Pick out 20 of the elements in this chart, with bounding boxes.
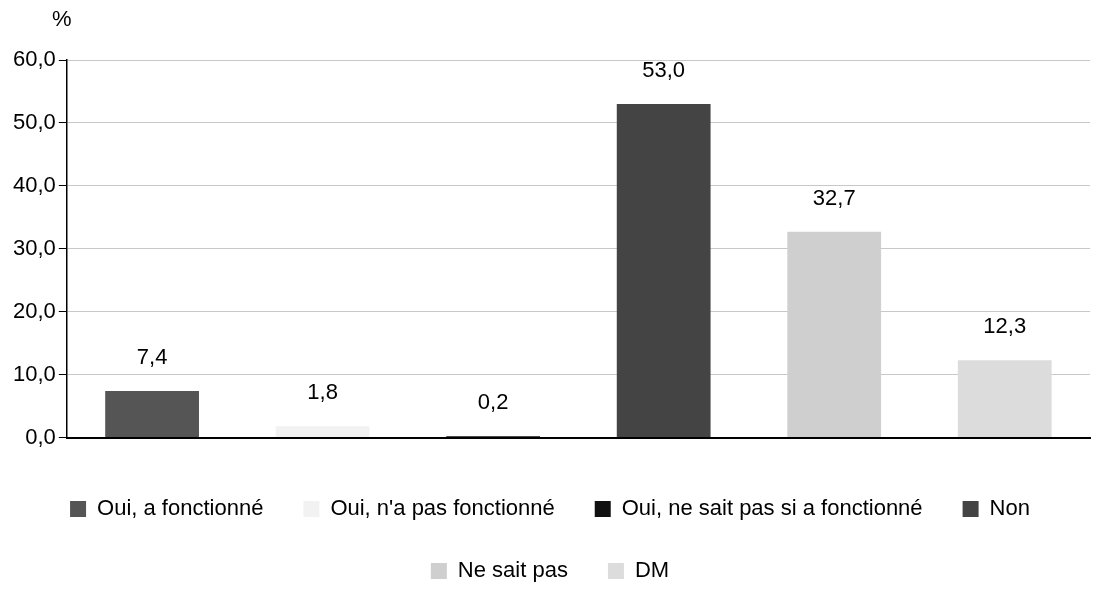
data-label: 1,8 [307,379,338,405]
y-tick-label: 0,0 [25,423,56,449]
legend-label: Non [989,495,1030,521]
y-tick-label: 20,0 [12,297,56,323]
legend-label: Oui, a fonctionné [97,495,264,521]
data-label: 7,4 [136,344,168,370]
y-tick-label: 60,0 [12,46,56,72]
y-tick-label: 30,0 [12,234,56,260]
data-label: 12,3 [983,313,1027,339]
legend-label: Ne sait pas [457,557,568,583]
y-tick-label: 10,0 [12,360,56,386]
y-axis-title: % [52,6,72,32]
legend-label: Oui, ne sait pas si a fonctionné [621,495,923,521]
legend-label: Oui, n'a pas fonctionné [330,495,555,521]
legend-label: DM [634,557,670,583]
data-label: 53,0 [642,57,686,83]
data-label: 32,7 [812,184,856,210]
y-tick-label: 50,0 [12,109,56,134]
data-label: 0,2 [477,389,509,415]
y-tick-label: 40,0 [12,171,56,197]
